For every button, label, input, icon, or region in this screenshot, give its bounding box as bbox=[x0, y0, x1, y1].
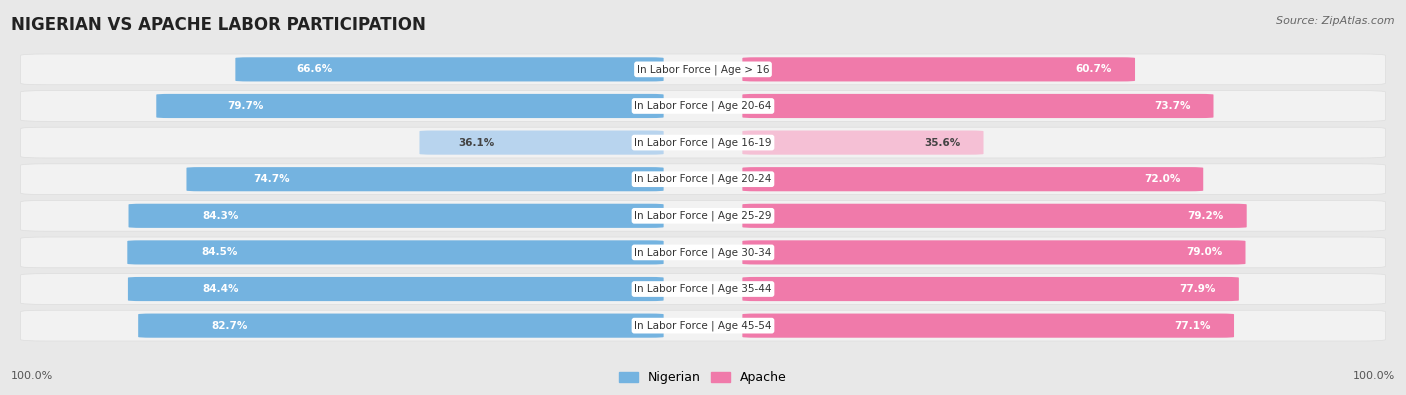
Text: In Labor Force | Age 45-54: In Labor Force | Age 45-54 bbox=[634, 320, 772, 331]
FancyBboxPatch shape bbox=[21, 127, 1385, 158]
Text: 84.4%: 84.4% bbox=[202, 284, 239, 294]
FancyBboxPatch shape bbox=[128, 240, 664, 265]
Text: 100.0%: 100.0% bbox=[11, 371, 53, 381]
Text: NIGERIAN VS APACHE LABOR PARTICIPATION: NIGERIAN VS APACHE LABOR PARTICIPATION bbox=[11, 16, 426, 34]
Text: 84.5%: 84.5% bbox=[201, 247, 238, 258]
Text: 79.2%: 79.2% bbox=[1188, 211, 1223, 221]
Text: 100.0%: 100.0% bbox=[1353, 371, 1395, 381]
Text: In Labor Force | Age 20-64: In Labor Force | Age 20-64 bbox=[634, 101, 772, 111]
Text: In Labor Force | Age > 16: In Labor Force | Age > 16 bbox=[637, 64, 769, 75]
Text: 79.0%: 79.0% bbox=[1187, 247, 1223, 258]
Text: In Labor Force | Age 30-34: In Labor Force | Age 30-34 bbox=[634, 247, 772, 258]
FancyBboxPatch shape bbox=[742, 314, 1234, 338]
Text: 77.1%: 77.1% bbox=[1174, 321, 1211, 331]
FancyBboxPatch shape bbox=[742, 94, 1213, 118]
Text: 84.3%: 84.3% bbox=[202, 211, 239, 221]
FancyBboxPatch shape bbox=[128, 277, 664, 301]
Legend: Nigerian, Apache: Nigerian, Apache bbox=[614, 367, 792, 389]
FancyBboxPatch shape bbox=[742, 130, 984, 155]
Text: 36.1%: 36.1% bbox=[458, 137, 495, 148]
Text: 72.0%: 72.0% bbox=[1144, 174, 1180, 184]
FancyBboxPatch shape bbox=[187, 167, 664, 191]
Text: In Labor Force | Age 20-24: In Labor Force | Age 20-24 bbox=[634, 174, 772, 184]
Text: 35.6%: 35.6% bbox=[924, 137, 960, 148]
Text: 73.7%: 73.7% bbox=[1154, 101, 1191, 111]
Text: 77.9%: 77.9% bbox=[1180, 284, 1216, 294]
FancyBboxPatch shape bbox=[21, 164, 1385, 195]
Text: 66.6%: 66.6% bbox=[297, 64, 333, 74]
Text: Source: ZipAtlas.com: Source: ZipAtlas.com bbox=[1277, 16, 1395, 26]
Text: 79.7%: 79.7% bbox=[228, 101, 263, 111]
FancyBboxPatch shape bbox=[21, 200, 1385, 231]
FancyBboxPatch shape bbox=[21, 90, 1385, 121]
FancyBboxPatch shape bbox=[21, 310, 1385, 341]
FancyBboxPatch shape bbox=[156, 94, 664, 118]
Text: In Labor Force | Age 35-44: In Labor Force | Age 35-44 bbox=[634, 284, 772, 294]
Text: In Labor Force | Age 25-29: In Labor Force | Age 25-29 bbox=[634, 211, 772, 221]
Text: 74.7%: 74.7% bbox=[253, 174, 290, 184]
FancyBboxPatch shape bbox=[128, 204, 664, 228]
FancyBboxPatch shape bbox=[21, 54, 1385, 85]
FancyBboxPatch shape bbox=[21, 274, 1385, 305]
FancyBboxPatch shape bbox=[235, 57, 664, 81]
Text: 82.7%: 82.7% bbox=[211, 321, 247, 331]
Text: 60.7%: 60.7% bbox=[1076, 64, 1112, 74]
FancyBboxPatch shape bbox=[138, 314, 664, 338]
FancyBboxPatch shape bbox=[21, 237, 1385, 268]
FancyBboxPatch shape bbox=[742, 167, 1204, 191]
Text: In Labor Force | Age 16-19: In Labor Force | Age 16-19 bbox=[634, 137, 772, 148]
FancyBboxPatch shape bbox=[419, 130, 664, 155]
FancyBboxPatch shape bbox=[742, 240, 1246, 265]
FancyBboxPatch shape bbox=[742, 204, 1247, 228]
FancyBboxPatch shape bbox=[742, 57, 1135, 81]
FancyBboxPatch shape bbox=[742, 277, 1239, 301]
